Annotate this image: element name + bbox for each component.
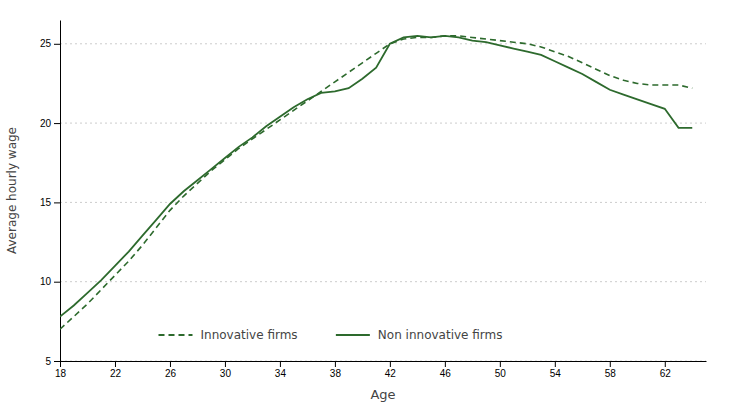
axis-line [61,361,707,362]
tick-label: 62 [660,368,672,379]
tick-label: 58 [605,368,617,379]
tick-mark [335,361,336,367]
grid-line [60,361,706,362]
grid-line [60,202,706,203]
tick-label: 18 [55,368,67,379]
tick: 50 [495,361,507,379]
tick-label: 50 [495,368,507,379]
x-axis: 18 22 26 30 34 38 42 46 50 54 58 62 [55,361,707,379]
tick-mark [445,361,446,367]
tick: 10 [40,276,60,287]
tick: 54 [550,361,562,379]
tick-mark [500,361,501,367]
tick-mark [115,361,116,367]
tick-mark [54,202,60,203]
tick-label: 34 [275,368,287,379]
x-axis-title: Age [370,387,395,402]
y-axis: 5 10 15 20 25 [40,21,61,367]
tick-label: 15 [40,197,52,208]
tick-mark [54,44,60,45]
tick: 62 [660,361,672,379]
tick: 42 [385,361,397,379]
tick: 46 [440,361,452,379]
tick-label: 10 [40,276,52,287]
legend: Innovative firms Non innovative firms [159,328,503,342]
chart: 18 22 26 30 34 38 42 46 50 54 58 62 5 10 15 20 25 Innovat… [0,0,730,409]
tick-mark [54,123,60,124]
legend-swatch [159,334,193,336]
legend-swatch [336,334,370,336]
tick: 26 [165,361,177,379]
grid-line [60,43,706,44]
tick-label: 5 [45,356,51,367]
tick-label: 25 [40,38,52,49]
tick-label: 42 [385,368,397,379]
grid-line [60,123,706,124]
legend-label: Non innovative firms [378,328,503,342]
tick-mark [555,361,556,367]
tick: 25 [40,38,60,49]
tick-mark [610,361,611,367]
tick-mark [665,361,666,367]
legend-entry: Non innovative firms [336,328,503,342]
tick: 58 [605,361,617,379]
grid [60,44,706,361]
tick-label: 38 [330,368,342,379]
tick: 18 [55,361,67,379]
tick-label: 26 [165,368,177,379]
tick-mark [54,361,60,362]
tick-mark [280,361,281,367]
tick-mark [390,361,391,367]
tick-label: 20 [40,118,52,129]
axis-line [60,21,61,362]
tick: 38 [330,361,342,379]
tick: 20 [40,118,60,129]
tick-label: 22 [110,368,122,379]
legend-label: Innovative firms [201,328,298,342]
series-group [60,36,692,329]
y-axis-title: Average hourly wage [5,127,19,254]
tick: 34 [275,361,287,379]
tick-mark [170,361,171,367]
tick-mark [54,282,60,283]
tick: 22 [110,361,122,379]
series-line [60,36,692,329]
tick: 5 [45,356,60,367]
tick: 30 [220,361,232,379]
tick-mark [60,361,61,367]
tick-mark [225,361,226,367]
tick-label: 30 [220,368,232,379]
tick: 15 [40,197,60,208]
legend-entry: Innovative firms [159,328,298,342]
tick-label: 54 [550,368,562,379]
grid-line [60,281,706,282]
plot-area: 18 22 26 30 34 38 42 46 50 54 58 62 5 10 15 20 25 Innovat… [40,21,707,380]
tick-label: 46 [440,368,452,379]
series-line [60,36,692,317]
